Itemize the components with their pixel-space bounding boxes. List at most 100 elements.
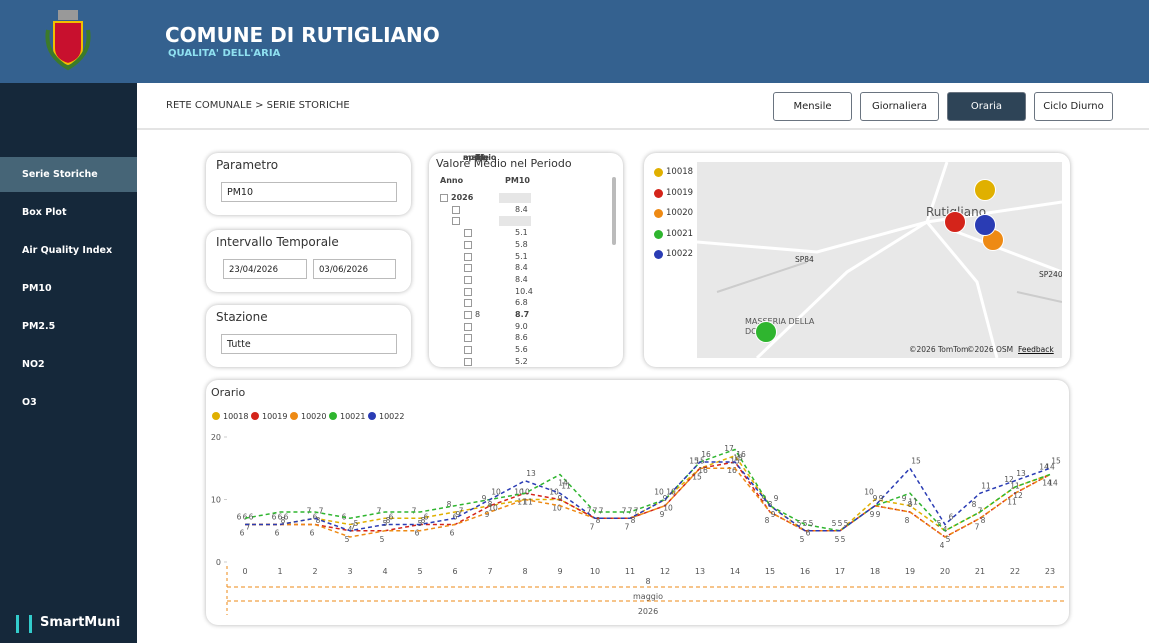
expand-icon — [464, 240, 472, 249]
legend-dot — [654, 229, 663, 239]
row-value: 5.1 — [515, 228, 528, 238]
row-label: 2 — [475, 153, 481, 162]
station-marker[interactable] — [974, 214, 996, 236]
filter-label: Stazione — [216, 310, 268, 324]
row-value: 8.7 — [515, 310, 530, 319]
scrollbar — [612, 177, 616, 245]
row-value: 5.6 — [515, 345, 528, 355]
station-marker[interactable] — [974, 179, 996, 201]
row-label: 12 — [475, 153, 486, 162]
nav-item[interactable]: PM2.5 — [22, 321, 56, 332]
row-value: 6.8 — [515, 298, 528, 308]
row-label: 9 — [475, 153, 481, 162]
table-title: Valore Medio nel Periodo — [436, 157, 572, 170]
expand-icon — [464, 322, 472, 331]
nav-item[interactable]: Serie Storiche — [0, 157, 137, 192]
row-label: 7 — [475, 153, 481, 162]
row-value: 8.4 — [515, 274, 528, 284]
legend-dot — [654, 250, 663, 259]
roads — [697, 162, 1062, 358]
chart-card — [206, 380, 1069, 625]
expand-icon — [464, 357, 472, 366]
filter-label: Parametro — [216, 158, 279, 172]
column-header: PM10 — [505, 176, 530, 185]
table-card: Valore Medio nel Periodo Anno PM10 2026 apri… — [429, 153, 623, 367]
legend-label: 10019 — [666, 187, 694, 198]
expand-icon — [464, 264, 472, 273]
row-label: 1 — [475, 153, 481, 162]
row-value: 8.4 — [515, 204, 528, 214]
divider — [137, 128, 1149, 130]
map-card: RutiglianoSP84SP240MASSERIA DELLA DONNA©… — [644, 153, 1070, 367]
nav-item[interactable]: Box Plot — [22, 207, 67, 218]
subtitle: QUALITA' DELL'ARIA — [168, 48, 281, 59]
date-input[interactable]: 03/06/2026 — [313, 259, 396, 279]
title: COMUNE DI RUTIGLIANO — [165, 23, 440, 47]
legend-label: 10022 — [666, 249, 694, 259]
row-label: maggio — [463, 153, 497, 162]
legend-label: 10018 — [666, 167, 694, 177]
column-header: Anno — [440, 176, 464, 185]
row-value: 9.0 — [515, 321, 528, 331]
date-input[interactable]: 23/04/2026 — [223, 259, 307, 279]
view-button[interactable]: Oraria — [947, 92, 1026, 121]
map-attribution: ©2026 OSM — [967, 345, 1014, 354]
map-attribution: ©2026 TomTom — [909, 345, 969, 354]
row-label: 3 — [475, 153, 481, 162]
legend-dot — [654, 209, 663, 218]
expand-icon — [464, 252, 472, 261]
legend-label: 10021 — [666, 228, 694, 239]
row-bg — [499, 193, 531, 203]
station-marker[interactable] — [944, 211, 966, 233]
dropdown[interactable]: PM10 — [221, 182, 397, 202]
nav-item[interactable]: Air Quality Index — [22, 245, 113, 256]
row-value: 8.6 — [515, 333, 528, 343]
expand-icon — [464, 311, 472, 319]
row-label: 6 — [475, 153, 481, 162]
map-label: SP240 — [1039, 270, 1062, 279]
row-label: aprile — [463, 153, 489, 162]
expand-icon — [452, 217, 460, 226]
header: COMUNE DI RUTIGLIANO QUALITA' DELL'ARIA — [0, 0, 1149, 83]
nav-item[interactable]: O3 — [22, 397, 37, 408]
expand-icon — [464, 334, 472, 343]
brand-name: SmartMuni — [40, 615, 121, 630]
legend-dot — [654, 188, 663, 198]
row-label: 10 — [475, 153, 486, 162]
sidebar: Serie Storiche Box Plot Air Quality Index P… — [0, 83, 137, 643]
breadcrumb: RETE COMUNALE > SERIE STORICHE — [166, 100, 350, 111]
row-value: 5.2 — [515, 356, 528, 366]
row-label: 2026 — [451, 193, 474, 202]
expand-icon — [464, 229, 472, 238]
map-attribution[interactable]: Feedback — [1018, 345, 1054, 354]
row-label: 4 — [475, 153, 481, 162]
expand-icon — [464, 287, 472, 296]
view-button[interactable]: Mensile — [773, 92, 852, 121]
dropdown[interactable]: Tutte — [221, 334, 397, 354]
expand-icon — [464, 299, 472, 308]
legend-label: 10020 — [666, 208, 694, 218]
nav-item[interactable]: PM10 — [22, 283, 52, 294]
view-button[interactable]: Ciclo Diurno — [1034, 92, 1113, 121]
map[interactable]: RutiglianoSP84SP240MASSERIA DELLA DONNA©… — [697, 162, 1062, 358]
expand-icon — [452, 205, 460, 214]
row-label: 11 — [475, 153, 486, 162]
row-value: 8.4 — [515, 263, 528, 273]
row-value: 5.1 — [515, 251, 528, 261]
row-bg — [499, 216, 531, 227]
brand: SmartMuni — [16, 615, 121, 633]
expand-icon — [440, 194, 448, 202]
expand-icon — [464, 346, 472, 355]
row-value: 5.8 — [515, 239, 528, 249]
row-value: 10.4 — [515, 286, 533, 296]
map-label: SP84 — [795, 255, 814, 264]
expand-icon — [464, 275, 472, 284]
station-marker[interactable] — [755, 321, 777, 343]
coat-of-arms — [45, 10, 91, 71]
view-button[interactable]: Giornaliera — [860, 92, 939, 121]
filter-label: Intervallo Temporale — [216, 235, 339, 249]
row-label: 8 — [475, 310, 481, 319]
nav-item[interactable]: NO2 — [22, 359, 45, 370]
row-label: 5 — [475, 153, 481, 162]
